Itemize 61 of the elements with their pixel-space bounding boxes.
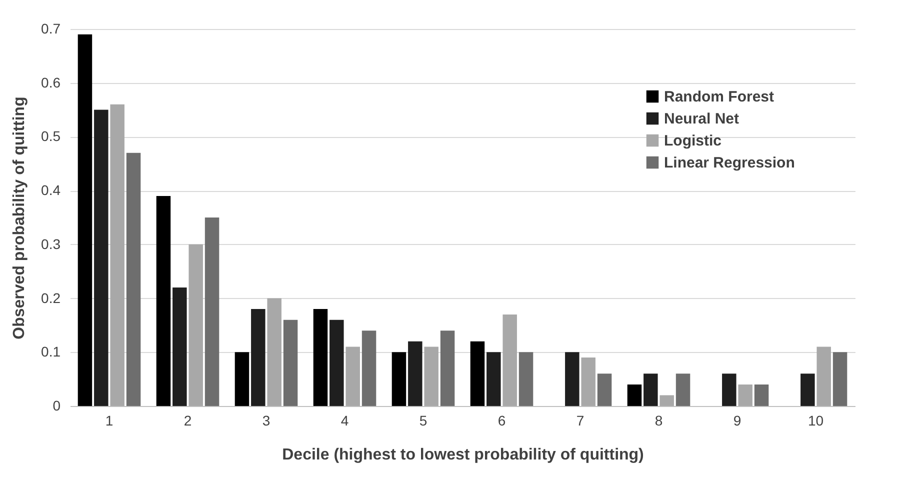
bar (486, 352, 501, 406)
bar (518, 352, 534, 406)
bar (78, 34, 92, 406)
legend-label: Logistic (664, 132, 722, 150)
bar (110, 104, 124, 406)
bar (234, 352, 250, 406)
legend-label: Neural Net (664, 110, 740, 128)
x-tick-label: 4 (340, 412, 349, 428)
bar (502, 314, 517, 406)
y-tick-label: 0.1 (41, 344, 61, 360)
bar (470, 341, 485, 406)
bar (267, 298, 282, 406)
y-tick-label: 0.6 (41, 74, 61, 90)
x-tick-label: 2 (184, 412, 192, 428)
bar (188, 244, 203, 406)
bar (313, 309, 328, 406)
bar (172, 288, 187, 406)
bar (738, 384, 752, 406)
x-tick-label: 8 (654, 412, 663, 428)
bar (800, 374, 815, 406)
bar (722, 374, 736, 406)
y-tick-label: 0.7 (41, 20, 61, 36)
bar (660, 395, 674, 406)
y-tick-label: 0.4 (41, 182, 61, 198)
bar (676, 374, 690, 406)
bar (440, 330, 455, 406)
x-tick-label: 3 (262, 412, 270, 428)
y-axis-title: Observed probability of quitting (11, 96, 28, 340)
bar (627, 384, 642, 406)
legend-label: Random Forest (664, 88, 774, 106)
x-axis-title: Decile (highest to lowest probability of quitting) (282, 446, 644, 464)
bar (362, 330, 376, 406)
bar (832, 352, 848, 406)
bar (392, 352, 406, 406)
y-tick-label: 0.2 (41, 290, 61, 306)
bar (424, 346, 438, 406)
y-tick-label: 0 (52, 398, 61, 414)
bar (346, 346, 360, 406)
x-tick-label: 5 (419, 412, 428, 428)
x-tick-label: 10 (808, 412, 824, 428)
bar (816, 346, 831, 406)
legend-label: Linear Regression (664, 154, 795, 172)
bar (94, 110, 108, 406)
bar (754, 384, 769, 406)
bar (330, 320, 344, 406)
bar (565, 352, 580, 406)
bar (597, 374, 612, 406)
bar (126, 152, 141, 406)
x-tick-label: 7 (576, 412, 584, 428)
x-tick-label: 9 (733, 412, 742, 428)
bar (408, 341, 422, 406)
bar (644, 374, 658, 406)
bar (581, 358, 596, 406)
x-tick-label: 6 (498, 412, 506, 428)
bar (283, 320, 298, 406)
bar (156, 196, 171, 406)
bar (251, 309, 266, 406)
y-tick-label: 0.3 (41, 236, 61, 252)
bar (204, 218, 220, 406)
x-tick-label: 1 (105, 412, 114, 428)
y-tick-label: 0.5 (41, 128, 61, 144)
